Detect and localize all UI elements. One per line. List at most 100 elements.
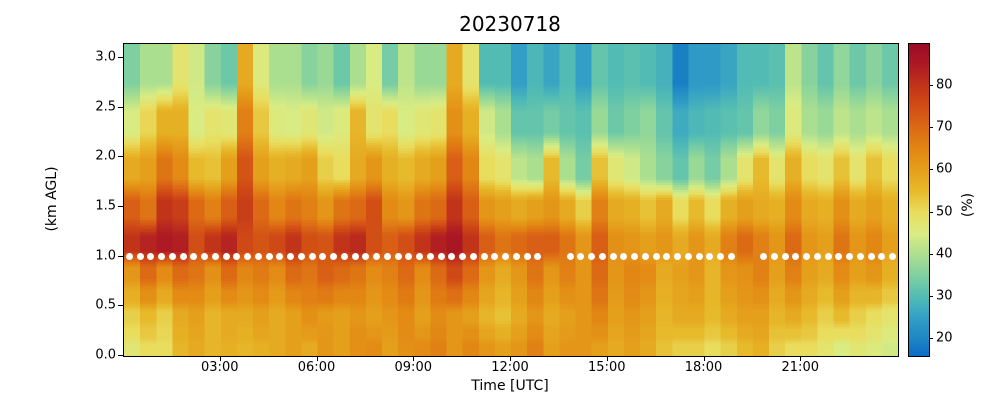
marker-dot bbox=[405, 253, 413, 261]
marker-dot bbox=[136, 253, 144, 261]
marker-dot bbox=[179, 253, 187, 261]
marker-dot bbox=[502, 253, 510, 261]
colorbar-tick-mark bbox=[929, 211, 933, 213]
marker-dot bbox=[168, 253, 176, 261]
marker-dot bbox=[652, 253, 660, 261]
marker-dot bbox=[695, 253, 703, 261]
x-tick-label: 18:00 bbox=[684, 360, 723, 375]
x-tick-mark bbox=[510, 356, 511, 361]
marker-dot bbox=[469, 253, 477, 261]
marker-dot bbox=[158, 253, 166, 261]
marker-dot bbox=[480, 253, 488, 261]
marker-dot bbox=[856, 253, 864, 261]
marker-dot bbox=[125, 253, 133, 261]
marker-dot bbox=[254, 253, 262, 261]
y-tick-mark bbox=[118, 305, 123, 307]
marker-dot bbox=[362, 253, 370, 261]
marker-dot bbox=[631, 253, 639, 261]
marker-dot bbox=[426, 253, 434, 261]
x-tick-mark bbox=[800, 356, 802, 361]
marker-dot bbox=[523, 253, 531, 261]
colorbar bbox=[908, 43, 930, 357]
marker-dot bbox=[276, 253, 284, 261]
marker-dot bbox=[201, 253, 209, 261]
marker-dot bbox=[459, 253, 467, 261]
marker-dot bbox=[706, 253, 714, 261]
marker-dot bbox=[265, 253, 273, 261]
marker-dot bbox=[566, 253, 574, 261]
marker-dot bbox=[222, 253, 230, 261]
x-tick-label: 15:00 bbox=[588, 360, 626, 375]
x-tick-label: 12:00 bbox=[491, 360, 529, 375]
marker-dot bbox=[308, 253, 316, 261]
marker-dot bbox=[491, 253, 499, 261]
marker-dot bbox=[319, 253, 327, 261]
colorbar-tick-label: 70 bbox=[936, 119, 953, 135]
marker-dot bbox=[760, 253, 768, 261]
marker-dot bbox=[717, 253, 725, 261]
marker-dot bbox=[835, 253, 843, 261]
heatmap-canvas bbox=[124, 44, 898, 356]
y-tick-label: 0.5 bbox=[95, 297, 116, 313]
y-tick-mark bbox=[118, 355, 123, 356]
marker-dot bbox=[340, 253, 348, 261]
marker-dot bbox=[792, 253, 800, 261]
marker-dot bbox=[512, 253, 520, 261]
x-tick-mark bbox=[606, 356, 608, 361]
colorbar-tick-label: 50 bbox=[936, 204, 953, 220]
marker-dot bbox=[534, 253, 542, 261]
marker-dot bbox=[147, 253, 155, 261]
marker-dot bbox=[867, 253, 875, 261]
marker-dot bbox=[244, 253, 252, 261]
marker-dot bbox=[846, 253, 854, 261]
marker-dot bbox=[609, 253, 617, 261]
marker-dot bbox=[211, 253, 219, 261]
y-tick-label: 2.0 bbox=[95, 148, 116, 164]
marker-dot bbox=[383, 253, 391, 261]
marker-dot bbox=[287, 253, 295, 261]
marker-dot bbox=[598, 253, 606, 261]
plot-area bbox=[123, 43, 899, 357]
y-tick-mark bbox=[118, 106, 123, 108]
marker-dot bbox=[663, 253, 671, 261]
marker-dot bbox=[770, 253, 778, 261]
y-tick-mark bbox=[118, 255, 123, 257]
marker-dot bbox=[620, 253, 628, 261]
colorbar-tick-label: 20 bbox=[936, 330, 953, 346]
x-tick-mark bbox=[219, 356, 221, 361]
marker-dot bbox=[781, 253, 789, 261]
y-tick-mark bbox=[118, 56, 123, 58]
marker-dot bbox=[190, 253, 198, 261]
chart-title: 20230718 bbox=[459, 12, 561, 36]
marker-dot bbox=[813, 253, 821, 261]
marker-dot bbox=[437, 253, 445, 261]
colorbar-tick-mark bbox=[929, 338, 933, 340]
marker-dot bbox=[641, 253, 649, 261]
colorbar-tick-mark bbox=[929, 295, 933, 297]
x-tick-label: 09:00 bbox=[394, 360, 432, 375]
y-tick-mark bbox=[118, 156, 123, 158]
x-tick-mark bbox=[703, 356, 705, 361]
marker-dot bbox=[588, 253, 596, 261]
marker-dot bbox=[878, 253, 886, 261]
marker-dot bbox=[416, 253, 424, 261]
colorbar-tick-label: 40 bbox=[936, 246, 953, 262]
marker-dot bbox=[330, 253, 338, 261]
x-tick-label: 21:00 bbox=[781, 360, 819, 375]
marker-dot bbox=[727, 253, 735, 261]
marker-dot bbox=[297, 253, 305, 261]
x-tick-label: 06:00 bbox=[297, 360, 336, 375]
marker-dot bbox=[674, 253, 682, 261]
x-axis-label: Time [UTC] bbox=[471, 378, 549, 394]
marker-dot bbox=[824, 253, 832, 261]
colorbar-tick-label: 60 bbox=[936, 161, 953, 177]
y-tick-mark bbox=[118, 205, 123, 207]
x-tick-mark bbox=[316, 356, 318, 361]
colorbar-tick-mark bbox=[929, 127, 933, 129]
colorbar-tick-label: 30 bbox=[936, 288, 953, 304]
marker-dot bbox=[889, 253, 897, 261]
colorbar-tick-mark bbox=[929, 169, 933, 171]
marker-dot bbox=[233, 253, 241, 261]
marker-dot bbox=[373, 253, 381, 261]
